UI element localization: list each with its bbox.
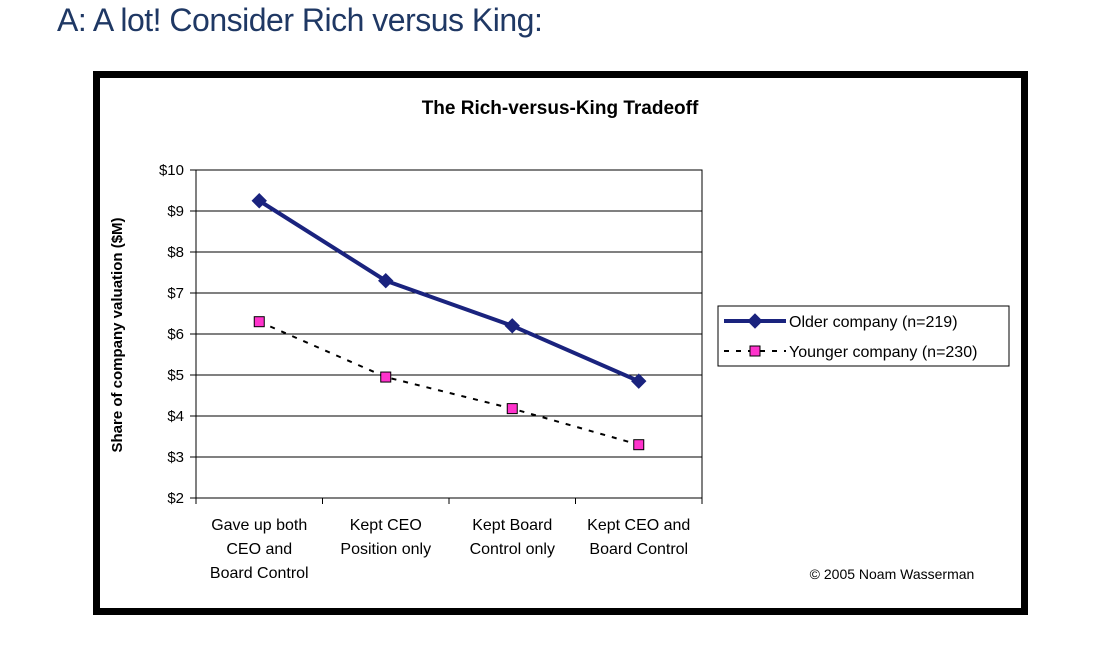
y-axis-label: Share of company valuation ($M) <box>109 217 126 452</box>
data-point-diamond <box>631 373 647 389</box>
x-category-label-line: Control only <box>470 541 555 558</box>
y-tick-label: $4 <box>167 408 184 425</box>
legend: Older company (n=219) Younger company (n=… <box>717 305 1010 367</box>
data-point-diamond <box>378 272 394 289</box>
x-category-label-line: CEO and <box>226 541 292 558</box>
legend-box <box>717 305 1010 367</box>
chart-title: The Rich-versus-King Tradeoff <box>422 98 699 119</box>
y-tick-label: $10 <box>159 162 184 179</box>
y-tick-label: $8 <box>167 244 184 261</box>
y-tick-label: $3 <box>167 449 184 466</box>
x-category-label: Gave up both CEO and Board Control <box>210 517 309 582</box>
data-point-diamond <box>251 193 267 209</box>
axes <box>190 169 703 504</box>
data-point-square <box>253 316 265 328</box>
legend-entry: Younger company (n=230) <box>789 344 977 361</box>
data-point-square <box>380 371 392 383</box>
y-tick-label: $7 <box>167 285 184 302</box>
x-category-label: Kept CEO Position only <box>340 517 431 558</box>
data-point-square <box>633 439 645 451</box>
series-group <box>251 193 647 451</box>
y-tick-labels: $2 $3 $4 $5 $6 $7 $8 $9 $10 <box>159 162 184 507</box>
copyright-note: © 2005 Noam Wasserman <box>810 566 975 582</box>
y-tick-label: $9 <box>167 203 184 220</box>
x-category-label-line: Position only <box>340 541 431 558</box>
x-category-label-line: Board Control <box>210 565 309 582</box>
data-point-square <box>749 345 761 357</box>
x-category-label-line: Kept CEO and <box>587 517 690 534</box>
gridlines <box>196 210 702 458</box>
x-category-label-line: Kept Board <box>472 517 552 534</box>
y-tick-label: $5 <box>167 367 184 384</box>
x-category-label-line: Gave up both <box>211 517 307 534</box>
x-category-label-line: Board Control <box>589 541 688 558</box>
y-tick-label: $6 <box>167 326 184 343</box>
data-point-diamond <box>747 313 763 329</box>
data-point-diamond <box>504 318 520 334</box>
legend-entry: Older company (n=219) <box>789 314 958 331</box>
x-category-label-line: Kept CEO <box>350 517 422 534</box>
series-line <box>258 199 640 383</box>
slide-heading: A: A lot! Consider Rich versus King: <box>57 2 543 38</box>
x-category-label: Kept Board Control only <box>470 517 555 558</box>
x-category-label: Kept CEO and Board Control <box>587 517 690 558</box>
data-point-square <box>506 403 518 415</box>
series-line <box>258 320 640 446</box>
y-tick-label: $2 <box>167 490 184 507</box>
